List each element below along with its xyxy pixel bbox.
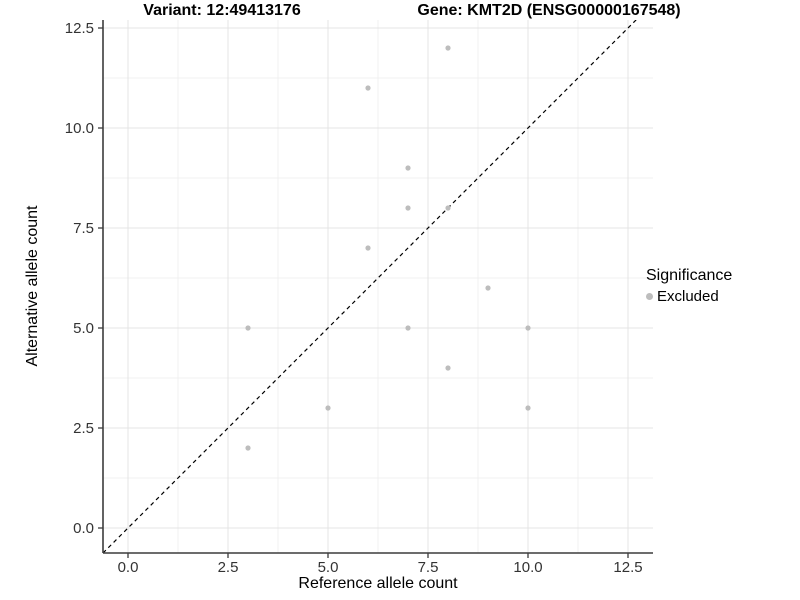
x-tick-label: 12.5 — [613, 559, 642, 576]
data-point — [405, 325, 411, 331]
legend-title: Significance — [646, 267, 733, 284]
y-tick-label: 5.0 — [73, 320, 94, 337]
y-tick-label: 2.5 — [73, 420, 94, 437]
x-tick-label: 5.0 — [318, 559, 339, 576]
y-tick-label: 0.0 — [73, 520, 94, 537]
data-point — [405, 205, 411, 211]
x-tick-label: 2.5 — [218, 559, 239, 576]
y-axis-title: Alternative allele count — [24, 205, 41, 367]
y-tick-label: 10.0 — [65, 120, 94, 137]
plot-title-gene: Gene: KMT2D (ENSG00000167548) — [417, 2, 681, 19]
legend: Significance Excluded — [646, 267, 732, 305]
data-point — [365, 85, 371, 91]
data-point — [525, 325, 531, 331]
x-tick-label: 10.0 — [513, 559, 542, 576]
data-point — [485, 285, 491, 291]
x-tick-label: 7.5 — [418, 559, 439, 576]
x-axis-title: Reference allele count — [298, 575, 458, 592]
legend-item-excluded: Excluded — [646, 288, 732, 305]
data-point — [245, 445, 251, 451]
data-point — [525, 405, 531, 411]
data-point — [445, 205, 451, 211]
data-point — [245, 325, 251, 331]
y-tick-label: 7.5 — [73, 220, 94, 237]
data-point — [365, 245, 371, 251]
data-point — [445, 365, 451, 371]
identity-reference-line — [103, 20, 637, 553]
legend-item-label: Excluded — [657, 288, 719, 305]
x-tick-label: 0.0 — [118, 559, 139, 576]
data-point — [405, 165, 411, 171]
legend-point-icon — [646, 293, 653, 300]
data-point — [445, 45, 451, 51]
plot-title-variant: Variant: 12:49413176 — [143, 2, 301, 19]
data-point — [325, 405, 331, 411]
y-tick-label: 12.5 — [65, 20, 94, 37]
